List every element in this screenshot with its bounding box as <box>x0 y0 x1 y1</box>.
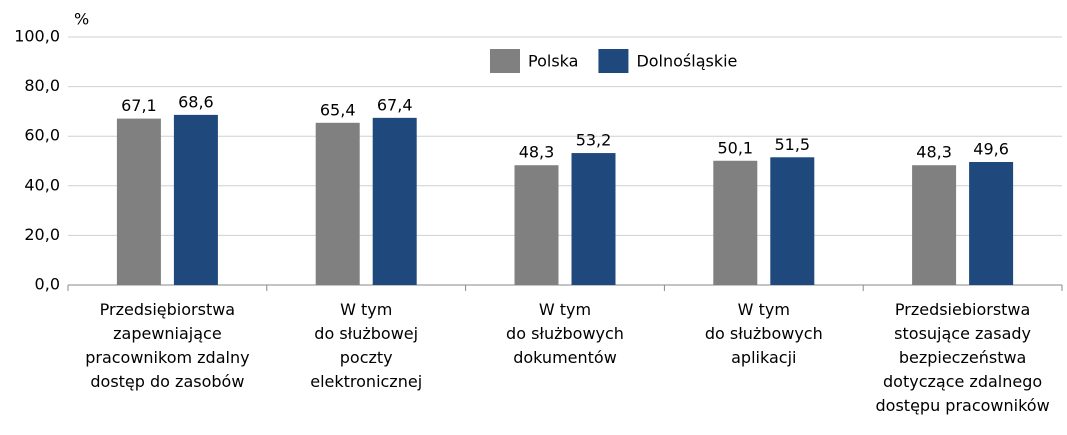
bar <box>969 161 1014 285</box>
x-tick-label: W tym do służbowych dokumentów <box>506 300 624 367</box>
x-tick-label-line: dostęp do zasobów <box>90 372 244 391</box>
value-label: 67,4 <box>377 95 413 114</box>
x-tick-label-line: Przedsiębiorstwa <box>100 300 235 319</box>
x-tick-label-line: aplikacji <box>731 348 796 367</box>
x-tick-label-line: elektronicznej <box>310 372 422 391</box>
x-tick-label-line: stosujące zasady <box>894 324 1031 343</box>
x-tick-label-line: dostępu pracowników <box>876 396 1050 415</box>
y-tick-label: 0,0 <box>35 275 60 294</box>
value-label: 65,4 <box>320 100 356 119</box>
bar <box>912 165 957 285</box>
x-tick-label: Przedsiebiorstwa stosujące zasady bezpiecz… <box>876 300 1050 415</box>
x-tick-label-line: poczty <box>340 348 393 367</box>
value-label: 50,1 <box>717 138 753 157</box>
y-tick-label: 60,0 <box>24 126 60 145</box>
value-label: 51,5 <box>774 135 810 154</box>
y-tick-label: 100,0 <box>14 27 60 46</box>
bar <box>173 114 218 285</box>
x-tick-label-line: dotyczące zdalnego <box>883 372 1042 391</box>
x-tick-label-line: bezpieczeństwa <box>899 348 1027 367</box>
value-label: 68,6 <box>178 92 214 111</box>
bar <box>372 117 417 286</box>
legend-label: Polska <box>528 52 578 71</box>
x-tick-label-line: pracownikom zdalny <box>85 348 249 367</box>
y-tick-label: 40,0 <box>24 175 60 194</box>
value-label: 49,6 <box>973 139 1009 158</box>
bar <box>116 118 161 285</box>
y-tick-label: 20,0 <box>24 225 60 244</box>
bar <box>770 157 815 285</box>
y-tick-label: 80,0 <box>24 76 60 95</box>
x-tick-label-line: do służbowych <box>705 324 823 343</box>
x-tick-label-line: W tym <box>738 300 790 319</box>
x-tick-label-line: W tym <box>340 300 392 319</box>
x-tick-label: Przedsiębiorstwa zapewniające pracownikom … <box>85 300 249 391</box>
x-tick-label-line: Przedsiebiorstwa <box>895 300 1030 319</box>
legend-swatch <box>490 49 520 73</box>
x-tick-label: W tym do służbowej poczty elektronicznej <box>310 300 422 391</box>
y-axis-label: % <box>74 10 89 29</box>
x-tick-label: W tym do służbowych aplikacji <box>705 300 823 367</box>
x-tick-label-line: W tym <box>539 300 591 319</box>
bar <box>315 122 360 285</box>
value-label: 67,1 <box>121 96 157 115</box>
bar <box>514 165 559 285</box>
legend-label: Dolnośląskie <box>636 52 737 71</box>
x-tick-label-line: do służbowej <box>314 324 418 343</box>
x-tick-label-line: do służbowych <box>506 324 624 343</box>
value-label: 48,3 <box>916 143 952 162</box>
bar <box>571 153 616 285</box>
x-tick-label-line: dokumentów <box>513 348 617 367</box>
value-label: 53,2 <box>576 131 612 150</box>
value-label: 48,3 <box>519 143 555 162</box>
legend-swatch <box>598 49 629 73</box>
bar <box>713 160 758 285</box>
x-tick-label-line: zapewniające <box>113 324 222 343</box>
